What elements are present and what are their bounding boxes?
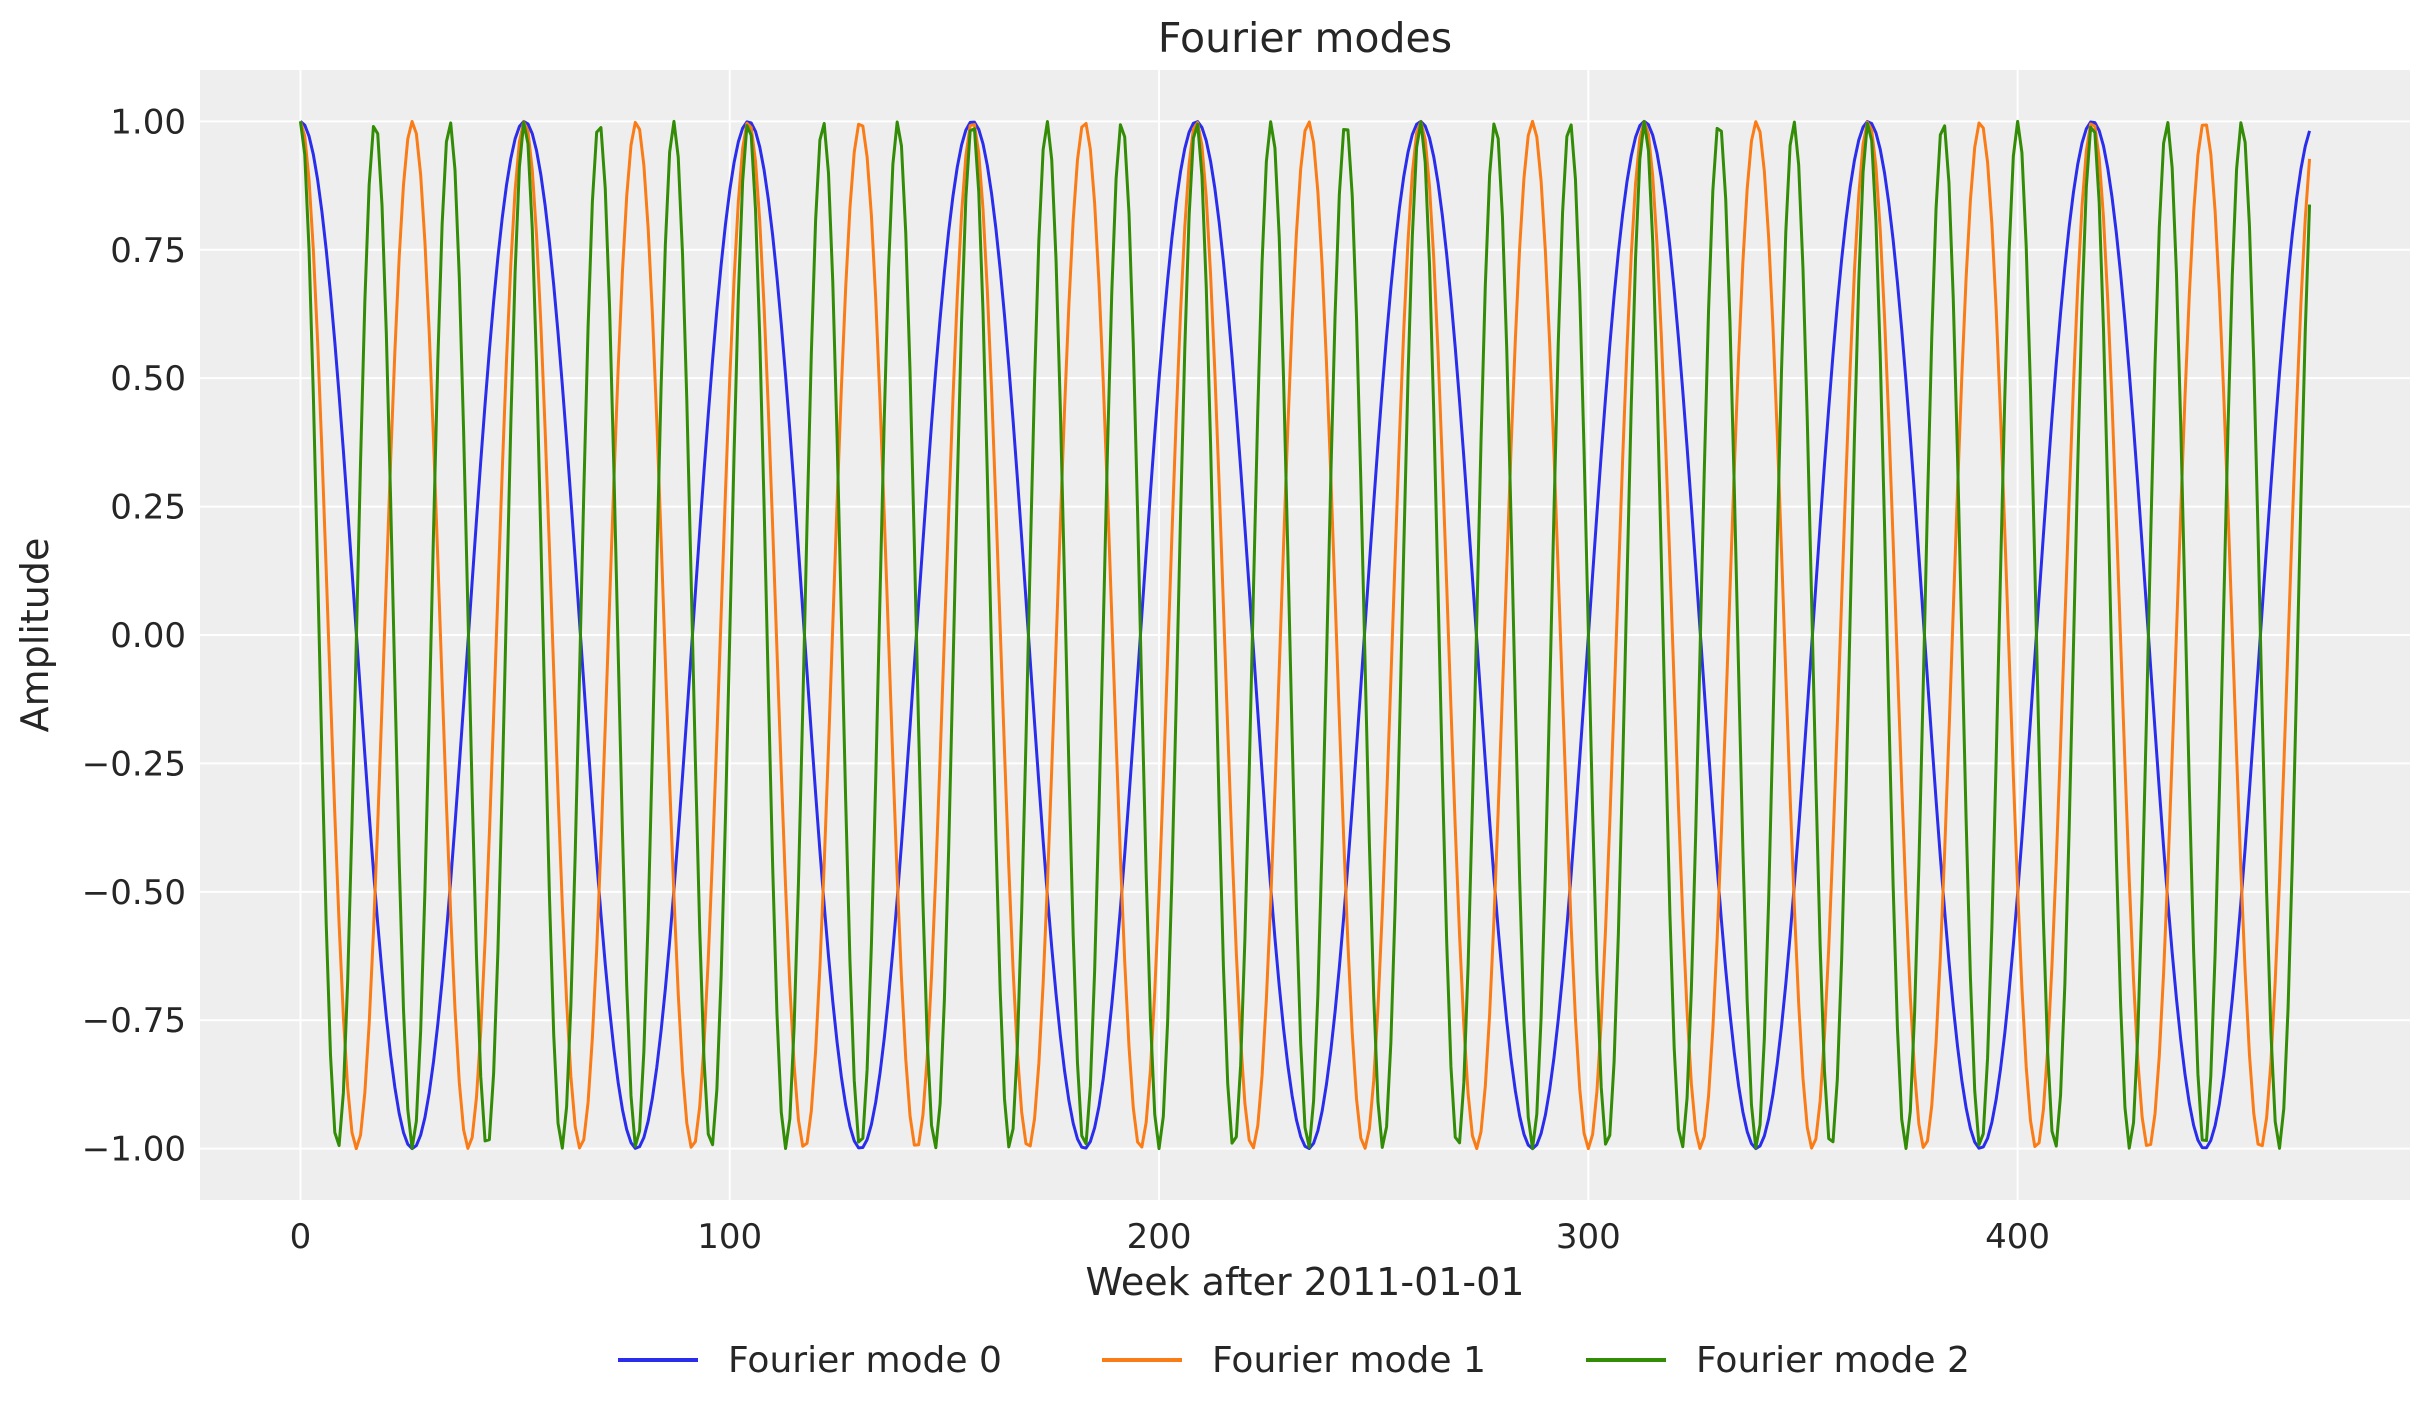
legend-item-mode-0: Fourier mode 0 bbox=[618, 1340, 1002, 1381]
y-tick-label: 0.50 bbox=[110, 359, 186, 399]
series-line-mode-2 bbox=[298, 119, 2312, 1151]
series-lines bbox=[298, 119, 2312, 1151]
y-tick-label: 0.75 bbox=[110, 231, 186, 271]
x-axis-label: Week after 2011-01-01 bbox=[1085, 1260, 1524, 1304]
x-tick-label: 400 bbox=[1985, 1217, 2050, 1257]
legend-label: Fourier mode 1 bbox=[1212, 1340, 1486, 1381]
x-tick-label: 100 bbox=[697, 1217, 762, 1257]
x-tick-label: 0 bbox=[290, 1217, 312, 1257]
legend-label: Fourier mode 0 bbox=[728, 1340, 1002, 1381]
y-tick-label: −0.25 bbox=[82, 744, 186, 784]
y-tick-label: −0.75 bbox=[82, 1001, 186, 1041]
y-tick-label: −0.50 bbox=[82, 873, 186, 913]
legend-label: Fourier mode 2 bbox=[1696, 1340, 1970, 1381]
y-axis-ticks: 1.00 0.75 0.50 0.25 0.00 −0.25 −0.50 −0.75 −1.00 bbox=[82, 102, 186, 1169]
legend-item-mode-2: Fourier mode 2 bbox=[1586, 1340, 1970, 1381]
series-line-mode-1 bbox=[299, 119, 2312, 1151]
x-tick-label: 200 bbox=[1127, 1217, 1192, 1257]
y-tick-label: 1.00 bbox=[110, 102, 186, 142]
legend-item-mode-1: Fourier mode 1 bbox=[1102, 1340, 1486, 1381]
grid bbox=[200, 70, 2410, 1200]
y-tick-label: −1.00 bbox=[82, 1130, 186, 1170]
y-tick-label: 0.25 bbox=[110, 488, 186, 528]
chart-title: Fourier modes bbox=[1158, 14, 1452, 62]
x-tick-label: 300 bbox=[1556, 1217, 1621, 1257]
x-axis-ticks: 0 100 200 300 400 bbox=[290, 1217, 2050, 1257]
y-axis-label: Amplitude bbox=[13, 538, 57, 733]
series-line-mode-0 bbox=[299, 119, 2311, 1151]
legend: Fourier mode 0 Fourier mode 1 Fourier mode… bbox=[618, 1340, 1970, 1381]
y-tick-label: 0.00 bbox=[110, 616, 186, 656]
